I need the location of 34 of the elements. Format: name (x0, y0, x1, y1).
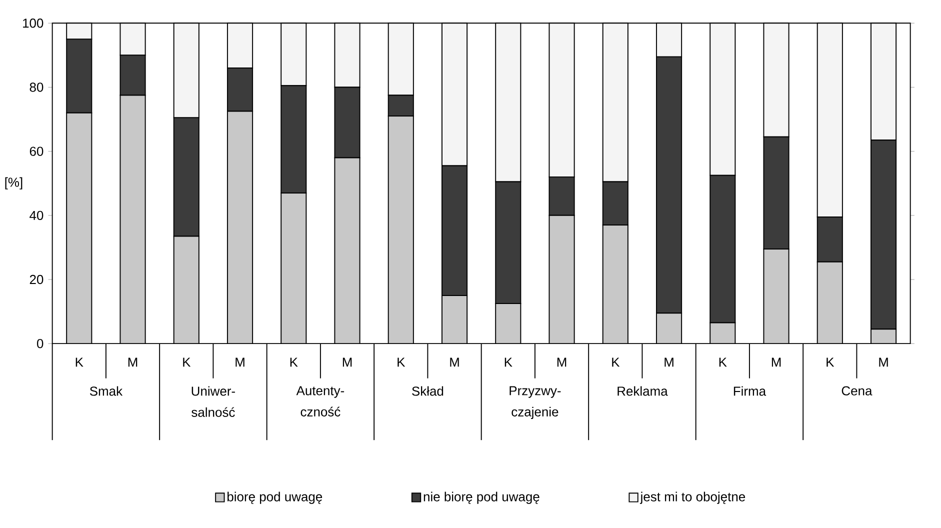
text: Reklama (618, 386, 668, 396)
x-tick-label: M (450, 358, 459, 367)
text: Autenty- czność (296, 386, 344, 416)
x-tick-label: M (557, 358, 566, 367)
text: Cena (842, 386, 872, 396)
legend-label: nie biorę pod uwagę (424, 492, 540, 504)
x-tick-label: K (398, 358, 406, 367)
y-tick-label: 40 (30, 210, 44, 220)
x-tick-label: K (612, 358, 620, 367)
legend-label: jest mi to obojętne (640, 492, 746, 504)
x-tick-label: M (664, 358, 674, 367)
y-tick-label: 20 (30, 274, 44, 284)
x-tick-label: M (236, 358, 244, 367)
x-tick-label: K (76, 358, 84, 367)
x-tick-label: M (128, 358, 138, 367)
text: Przyzwy- czajenie (510, 386, 561, 420)
y-tick-label: 60 (30, 146, 44, 156)
text: Uniwer- salność (192, 386, 235, 417)
y-tick-label: 100 (23, 18, 44, 28)
x-tick-label: M (772, 358, 781, 367)
y-tick-label: 0 (36, 339, 44, 348)
x-tick-label: K (183, 358, 191, 367)
legend-label: biorę pod uwagę (228, 492, 322, 504)
x-tick-label: K (826, 358, 834, 367)
text: Smak (90, 386, 123, 396)
x-tick-label: K (719, 358, 727, 367)
text: Firma (734, 386, 766, 396)
x-tick-label: K (504, 358, 512, 367)
x-tick-label: K (290, 358, 298, 367)
y-axis-title: [%] (5, 177, 22, 190)
text: Skład (412, 386, 444, 396)
x-tick-label: M (879, 358, 888, 367)
x-tick-label: M (342, 358, 352, 367)
y-tick-label: 80 (30, 82, 44, 92)
